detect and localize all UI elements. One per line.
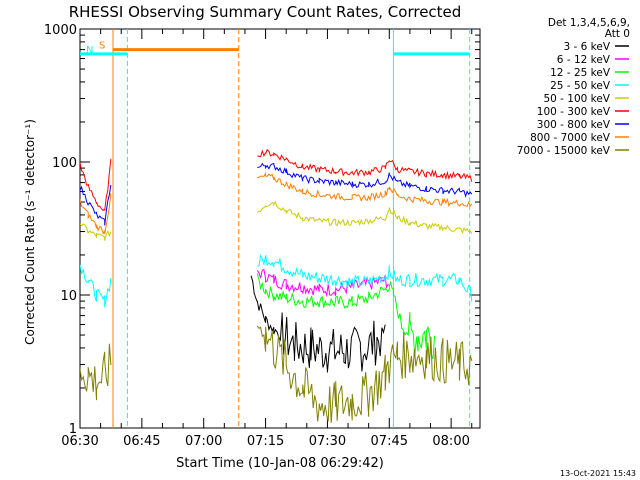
legend-entry-label: 6 - 12 keV: [557, 54, 611, 66]
chart-title: RHESSI Observing Summary Count Rates, Co…: [69, 3, 462, 21]
series-line: [80, 325, 473, 423]
data-layer: [80, 29, 473, 428]
footer-date: 13-Oct-2021 15:43: [560, 469, 636, 478]
flag-label: S: [99, 41, 105, 52]
legend-entry-label: 25 - 50 keV: [550, 80, 611, 92]
x-tick-label: 06:45: [123, 434, 160, 449]
legend-entry-label: 50 - 100 keV: [543, 93, 610, 105]
y-tick-label: 10: [60, 289, 77, 304]
legend-entry-label: 800 - 7000 keV: [530, 132, 611, 144]
x-tick-label: 06:30: [61, 434, 98, 449]
series-line: [80, 171, 473, 235]
series-line: [250, 275, 386, 373]
x-tick-label: 07:15: [247, 434, 284, 449]
series-line: [80, 162, 473, 226]
legend-entry-label: 3 - 6 keV: [563, 41, 610, 53]
series-line: [80, 254, 473, 308]
legend-header: Det 1,3,4,5,6,9,: [548, 17, 630, 29]
legend-entry-label: 7000 - 15000 keV: [517, 145, 611, 157]
x-axis-label: Start Time (10-Jan-08 06:29:42): [176, 456, 384, 471]
series-line: [256, 268, 390, 298]
legend-entry-label: 12 - 25 keV: [550, 67, 611, 79]
x-tick-label: 07:30: [309, 434, 346, 449]
plot-frame: [79, 28, 481, 429]
series-line: [256, 273, 436, 360]
x-tick-label: 07:45: [371, 434, 408, 449]
y-tick-label: 1: [69, 422, 77, 437]
x-tick-label: 07:00: [185, 434, 222, 449]
flag-label: N: [86, 45, 93, 56]
plot-area: 1 10 100 1000 06:30 06:45 07:00 07:15 07:30 07:45…: [44, 23, 481, 449]
y-axis-label: Corrected Count Rate (s⁻¹ detector⁻¹): [23, 119, 37, 345]
legend-entry-label: 100 - 300 keV: [537, 106, 611, 118]
y-tick-label: 1000: [44, 23, 77, 38]
legend-entry-label: 300 - 800 keV: [537, 119, 611, 131]
series-line: [80, 148, 473, 211]
legend-header: Att 0: [605, 28, 630, 40]
x-tick-label: 08:00: [432, 434, 469, 449]
y-tick-label: 100: [52, 156, 77, 171]
series-line: [80, 200, 473, 241]
